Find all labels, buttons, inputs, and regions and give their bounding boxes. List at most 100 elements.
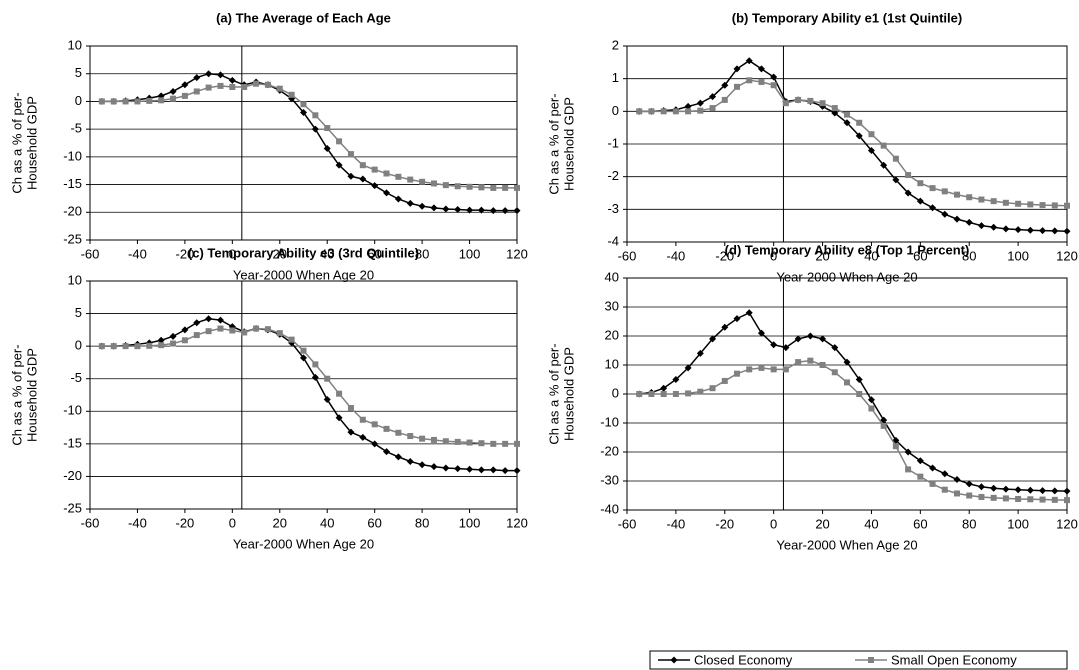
point <box>966 492 973 499</box>
point <box>454 206 462 214</box>
point <box>324 125 331 132</box>
point <box>193 88 200 95</box>
point <box>490 440 497 447</box>
point <box>1063 487 1071 495</box>
point <box>660 384 668 392</box>
x-tick-label: 100 <box>459 515 481 530</box>
point <box>1027 201 1034 208</box>
point <box>1039 496 1046 503</box>
chart-title: (d) Temporary Ability e8 (Top 1 Percent) <box>725 242 970 257</box>
point <box>746 77 753 84</box>
point <box>110 343 117 350</box>
point <box>721 96 728 103</box>
x-tick-label: 80 <box>962 248 976 263</box>
point <box>205 328 212 335</box>
point <box>181 92 188 99</box>
point <box>513 467 521 475</box>
point <box>856 119 863 126</box>
point <box>648 391 655 397</box>
point <box>394 195 402 203</box>
point <box>1051 496 1058 503</box>
y-tick-label: 40 <box>605 269 619 284</box>
point <box>697 107 704 114</box>
x-tick-label: -20 <box>715 248 734 263</box>
legend-marker <box>670 656 678 664</box>
point <box>794 335 802 343</box>
x-tick-label: 60 <box>913 516 927 531</box>
point <box>916 457 924 465</box>
point <box>335 414 343 422</box>
x-tick-label: 60 <box>367 246 381 261</box>
point <box>1039 202 1046 209</box>
point <box>941 188 948 195</box>
point <box>229 327 236 334</box>
point <box>1002 485 1010 493</box>
point <box>264 326 271 333</box>
point <box>169 87 177 95</box>
x-tick-label: -60 <box>81 246 100 261</box>
y-tick-label: 10 <box>68 272 82 287</box>
y-tick-label: -20 <box>63 468 82 483</box>
legend-label: Closed Economy <box>694 652 793 667</box>
point <box>336 390 343 397</box>
point <box>383 170 390 177</box>
y-axis-title: Household GDP <box>24 348 39 442</box>
x-tick-label: 60 <box>367 515 381 530</box>
y-tick-label: -10 <box>63 148 82 163</box>
point <box>819 362 826 368</box>
point <box>636 108 643 115</box>
chart-title: (c) Temporary Ability e3 (3rd Quintile) <box>188 245 419 260</box>
point <box>122 343 129 350</box>
point <box>430 436 437 443</box>
point <box>478 184 485 191</box>
y-tick-label: -10 <box>63 403 82 418</box>
point <box>205 84 212 91</box>
point <box>110 98 117 105</box>
point <box>856 391 863 397</box>
point <box>311 373 319 381</box>
point <box>134 98 141 105</box>
point <box>466 439 473 446</box>
point <box>502 184 509 191</box>
point <box>868 405 875 412</box>
point <box>98 98 105 105</box>
y-tick-label: -20 <box>600 443 619 458</box>
point <box>709 335 717 343</box>
x-tick-label: 100 <box>459 246 481 261</box>
point <box>170 95 177 102</box>
point <box>819 335 827 343</box>
point <box>867 147 875 155</box>
point <box>757 329 765 337</box>
point <box>746 366 753 373</box>
point <box>807 97 814 104</box>
y-tick-label: -25 <box>63 500 82 515</box>
point <box>636 391 643 397</box>
point <box>442 182 449 189</box>
point <box>1063 227 1071 235</box>
point <box>734 370 740 377</box>
point <box>721 377 728 384</box>
point <box>745 309 753 317</box>
y-tick-label: 5 <box>75 65 82 80</box>
point <box>782 344 790 352</box>
point <box>660 391 667 397</box>
point <box>216 71 224 79</box>
point <box>217 82 224 89</box>
point <box>965 480 973 488</box>
point <box>1015 495 1022 502</box>
point <box>929 185 936 192</box>
point <box>1051 202 1058 209</box>
point <box>371 440 379 448</box>
point <box>193 319 201 327</box>
point <box>359 162 366 169</box>
point <box>407 176 414 183</box>
point <box>371 166 378 173</box>
point <box>843 358 851 366</box>
point <box>868 131 875 138</box>
point <box>371 421 378 428</box>
point <box>181 337 188 344</box>
point <box>954 490 960 497</box>
point <box>684 364 692 372</box>
point <box>407 433 414 440</box>
